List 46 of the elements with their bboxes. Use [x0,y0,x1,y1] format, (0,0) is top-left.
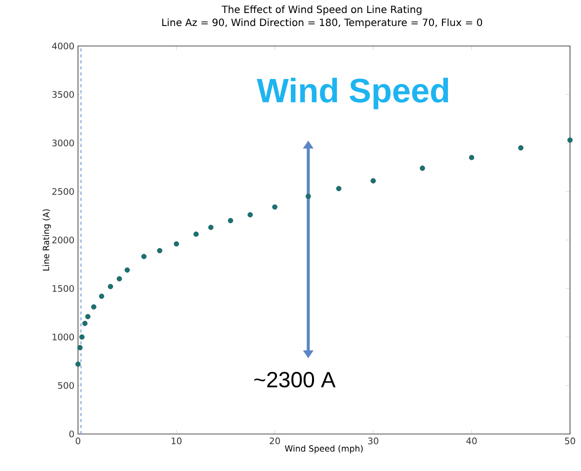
point [77,345,83,350]
point [79,334,85,340]
chart-subtitle: Line Az = 90, Wind Direction = 180, Temperature = 70, Flux = 0 [162,18,482,28]
point [85,314,90,320]
point [336,186,342,192]
y-tick-label: 2000 [52,236,74,244]
point [306,194,311,199]
y-tick-label: 2500 [52,188,74,195]
y-tick-label: 500 [58,382,74,389]
y-tick-label: 1500 [52,285,74,292]
x-tick-label: 40 [466,438,477,444]
point [75,362,81,367]
point [567,137,573,143]
point [116,276,122,282]
x-tick-label: 30 [368,438,378,444]
x-axis-title: Wind Speed (mph) [284,445,363,454]
annotation: ~2300 A [254,372,336,388]
x-tick-label: 50 [564,438,576,444]
y-tick-label: 3000 [52,140,74,146]
y-axis-title: Line Rating (A) [42,209,51,271]
point [174,241,180,246]
point [124,267,130,273]
x-tick-label: 20 [270,438,280,444]
point [272,204,278,210]
point [420,166,426,171]
y-tick-label: 4000 [52,42,74,50]
x-tick-label: 10 [172,438,182,444]
point [91,304,96,310]
annotation: Wind Speed [256,78,448,110]
point [108,284,114,290]
y-tick-label: 1000 [52,334,74,340]
point [157,248,162,254]
x-tick-label: 0 [76,438,80,444]
point [208,224,214,230]
point [370,178,376,184]
y-tick-label: 3500 [52,91,74,98]
point [141,254,147,260]
point [82,320,88,326]
point [193,232,199,237]
y-tick-label: 0 [69,430,74,438]
point [248,212,253,218]
point [518,145,524,150]
point [469,154,474,160]
point [99,294,104,299]
point [228,218,234,224]
chart-title: The Effect of Wind Speed on Line Rating [222,5,422,16]
